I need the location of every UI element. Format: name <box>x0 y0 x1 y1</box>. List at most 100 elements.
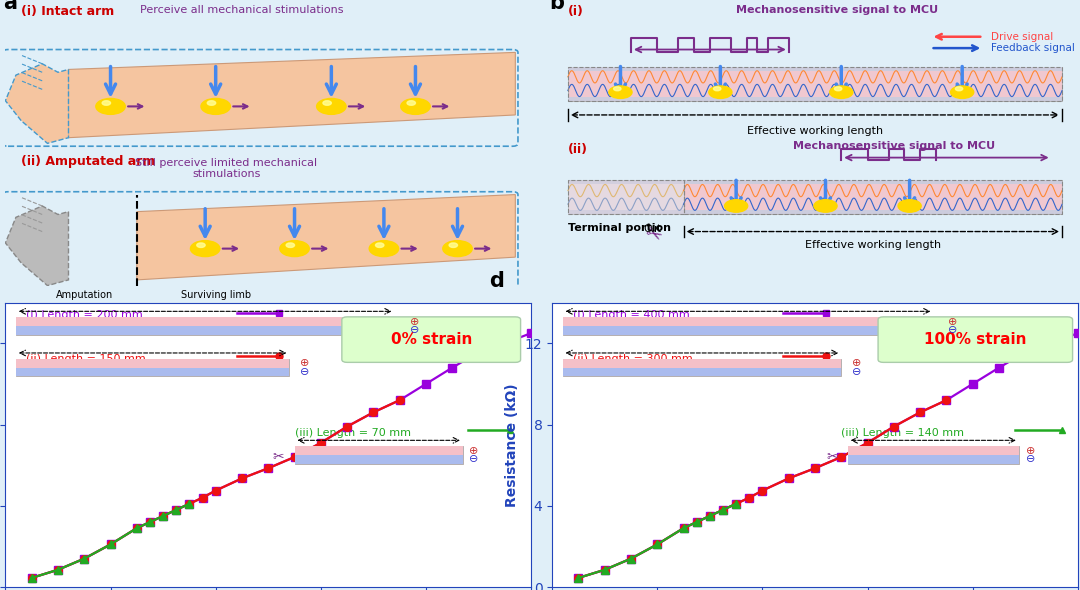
Circle shape <box>376 243 383 247</box>
Circle shape <box>369 241 399 257</box>
Bar <box>848 455 1018 464</box>
Circle shape <box>286 243 295 247</box>
Text: (ii) Length = 150 mm: (ii) Length = 150 mm <box>26 354 146 364</box>
Circle shape <box>613 87 621 91</box>
Circle shape <box>190 241 220 257</box>
Text: (ii) Amputated arm: (ii) Amputated arm <box>22 155 156 168</box>
Bar <box>568 181 684 215</box>
Bar <box>568 67 1062 101</box>
Circle shape <box>708 86 732 99</box>
Text: ⊖: ⊖ <box>409 325 419 335</box>
Text: Mechanosensitive signal to MCU: Mechanosensitive signal to MCU <box>793 140 995 150</box>
Circle shape <box>443 241 472 257</box>
Text: 0% strain: 0% strain <box>391 332 472 347</box>
Text: ✂: ✂ <box>640 223 664 248</box>
Text: (i): (i) <box>568 5 584 18</box>
Text: Feedback signal: Feedback signal <box>991 43 1075 53</box>
Bar <box>568 181 684 215</box>
Text: ✂: ✂ <box>273 450 284 464</box>
Bar <box>568 97 1062 101</box>
Text: Perceive all mechanical stimulations: Perceive all mechanical stimulations <box>140 5 343 15</box>
Bar <box>568 181 684 185</box>
Bar <box>16 368 289 376</box>
Text: a: a <box>3 0 17 12</box>
Text: (iii) Length = 70 mm: (iii) Length = 70 mm <box>295 428 410 438</box>
Bar <box>563 359 841 376</box>
Text: Effective working length: Effective working length <box>805 240 941 250</box>
Text: ⊕: ⊕ <box>948 317 958 327</box>
Text: ✂: ✂ <box>826 450 838 464</box>
Circle shape <box>323 101 332 105</box>
Bar <box>16 317 394 335</box>
Text: (i) Intact arm: (i) Intact arm <box>22 5 114 18</box>
Text: d: d <box>489 271 504 291</box>
Text: ⊖: ⊖ <box>300 367 310 377</box>
Bar <box>16 359 289 376</box>
Text: (i) Length = 400 mm: (i) Length = 400 mm <box>573 310 690 320</box>
Bar <box>563 317 933 326</box>
Text: b: b <box>550 0 565 12</box>
Bar <box>568 67 1062 71</box>
Text: ⊕: ⊕ <box>1026 445 1035 455</box>
Bar <box>568 211 684 215</box>
Text: (i) Length = 200 mm: (i) Length = 200 mm <box>26 310 144 320</box>
Text: ⊕: ⊕ <box>852 358 862 368</box>
Bar <box>684 181 1062 185</box>
Text: ⊕: ⊕ <box>470 445 478 455</box>
Y-axis label: Resistance (kΩ): Resistance (kΩ) <box>505 383 519 507</box>
Bar <box>684 211 1062 215</box>
Bar <box>295 447 462 455</box>
Text: Effective working length: Effective working length <box>747 126 883 136</box>
Circle shape <box>449 243 458 247</box>
Polygon shape <box>137 195 515 280</box>
Circle shape <box>316 99 346 114</box>
Text: Drive signal: Drive signal <box>991 32 1053 42</box>
Circle shape <box>201 99 230 114</box>
Polygon shape <box>5 64 68 143</box>
Text: ⊖: ⊖ <box>852 367 862 377</box>
Text: Mechanosensitive signal to MCU: Mechanosensitive signal to MCU <box>737 5 939 15</box>
Text: (ii): (ii) <box>568 143 588 156</box>
Text: Surviving limb: Surviving limb <box>180 290 251 300</box>
Circle shape <box>835 87 841 91</box>
Circle shape <box>407 101 416 105</box>
Bar <box>563 326 933 335</box>
Circle shape <box>814 199 837 212</box>
Text: ⊖: ⊖ <box>948 325 958 335</box>
Text: (ii) Length = 300 mm: (ii) Length = 300 mm <box>573 354 693 364</box>
Bar <box>848 447 1018 455</box>
Text: Amputation: Amputation <box>56 290 113 300</box>
Text: Still perceive limited mechanical
stimulations: Still perceive limited mechanical stimul… <box>135 158 318 179</box>
Circle shape <box>96 99 125 114</box>
Circle shape <box>401 99 430 114</box>
Text: ⊖: ⊖ <box>470 454 478 464</box>
Text: ⊕: ⊕ <box>300 358 310 368</box>
Circle shape <box>197 243 205 247</box>
Bar <box>16 326 394 335</box>
Bar <box>16 359 289 368</box>
FancyBboxPatch shape <box>878 317 1072 362</box>
Text: Terminal portion: Terminal portion <box>568 223 671 233</box>
Bar <box>684 181 1062 215</box>
Bar <box>568 67 1062 101</box>
Circle shape <box>103 101 110 105</box>
Bar <box>295 447 462 464</box>
Polygon shape <box>5 206 68 286</box>
Circle shape <box>207 101 216 105</box>
Bar <box>563 368 841 376</box>
Circle shape <box>714 87 720 91</box>
Circle shape <box>829 86 853 99</box>
Circle shape <box>725 199 747 212</box>
Bar <box>295 455 462 464</box>
Circle shape <box>609 86 632 99</box>
Text: ✂: ✂ <box>535 362 545 376</box>
Text: Cut: Cut <box>643 224 661 234</box>
Circle shape <box>956 87 962 91</box>
Circle shape <box>899 199 921 212</box>
Bar <box>16 317 394 326</box>
Text: ⊕: ⊕ <box>409 317 419 327</box>
Bar <box>563 359 841 368</box>
Polygon shape <box>68 53 515 137</box>
Text: ⊖: ⊖ <box>1026 454 1035 464</box>
Circle shape <box>950 86 974 99</box>
